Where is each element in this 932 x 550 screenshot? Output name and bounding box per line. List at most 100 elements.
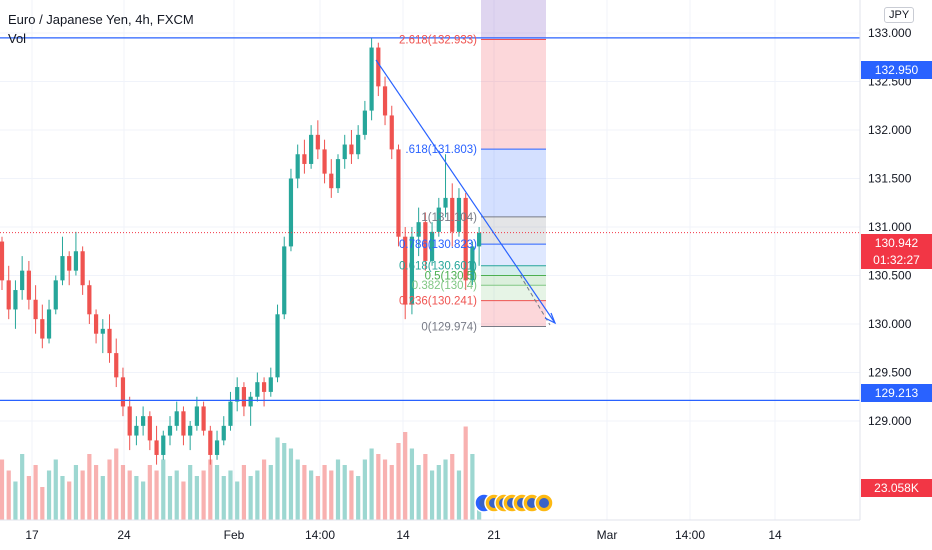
fib-level-label: 0.5(130.5) [425,271,478,283]
projection-line [519,274,551,326]
event-flag-icon [527,498,537,508]
volume-bar [0,459,5,520]
volume-bar [120,465,126,520]
volume-bar [295,459,300,520]
price-tick-label: 130.000 [868,317,912,331]
event-flag-icon [539,498,549,508]
volume-bar [134,476,139,520]
date-tick-label: 14:00 [675,528,705,542]
volume-bar [194,476,199,520]
volume-bar [73,465,79,520]
fib-zone [481,216,546,245]
volume-bar [463,426,468,520]
date-tick-label: Mar [597,528,618,542]
candle-body [456,197,462,232]
volume-bar [93,465,99,520]
volume-bar [46,470,52,520]
price-axis: 129.000 129.500 130.000 130.500 131.000 131.5… [868,26,912,428]
fib-level-label: 0.382(130.4) [412,280,477,292]
candle-body [40,319,45,339]
candle-body [429,231,435,261]
volume-bar [221,476,226,520]
price-tick-label: 129.000 [868,414,912,428]
date-tick-label: Feb [224,528,245,542]
fib-zones [481,0,546,328]
date-tick-label: 14 [768,528,782,542]
candle-body [147,416,152,441]
candle-body [436,207,441,232]
candle-body [369,47,374,111]
volume-bar [141,481,146,520]
trend-arrow [544,312,557,325]
upper-line-price-tag: 132.950 [861,61,932,79]
fib-labels: 2.618(132.933) .618(131.803) 1(131.104) 0.7… [399,34,477,333]
candle-body [322,149,327,174]
candle-body [470,246,475,281]
candle-body [356,134,361,155]
candle-body [396,149,401,237]
volume-bar [181,481,186,520]
volume-bar [389,465,394,520]
volume-bar [356,476,361,520]
candle-body [302,154,307,164]
volume-bar [376,454,381,520]
fib-level-label: 1(131.104) [421,212,477,224]
fib-level-label: 0(129.974) [421,322,477,334]
candle-body [403,236,408,305]
volume-indicator-label[interactable]: Vol [8,31,27,46]
volume-bar [40,487,45,520]
fib-zone [481,300,546,327]
volume-bar [456,470,462,520]
volume-bar [127,470,132,520]
volume-bar [470,454,475,520]
volume-bar [6,470,11,520]
volume-bar [477,503,482,520]
volume-bar [403,432,408,520]
volume-bar [302,465,307,520]
candle-body [349,144,354,155]
volume-bar [33,465,38,520]
price-tick-label: 132.000 [868,123,912,137]
volume-bar [201,470,206,520]
volume-bar [335,459,341,520]
volume-bar [416,465,421,520]
candle-body [423,222,428,261]
countdown-tag: 01:32:27 [861,251,932,269]
candle-body [188,425,193,436]
volume-bar [443,459,448,520]
candle-body [201,406,206,431]
volume-bar [268,465,273,520]
volume-bar [322,465,327,520]
volume-bar [107,459,112,520]
fib-zone [481,149,546,217]
candle-body [261,382,267,392]
horizontal-lines [0,37,860,401]
volume-bar [288,448,294,520]
volume-bar [60,476,65,520]
candle-body [214,440,220,455]
candle-body [0,241,5,281]
candle-body [477,232,482,247]
fib-zone [481,275,546,286]
volume-bar [429,470,435,520]
candle-body [335,159,341,189]
volume-bar [315,476,320,520]
volume-bar [409,448,415,520]
currency-button[interactable]: JPY [884,7,915,23]
volume-tag: 23.058K [861,479,932,497]
volume-bar [214,465,220,520]
candle-body [450,197,455,232]
current-price-tag: 130.942 [861,234,932,252]
fib-level-label: 0.618(130.601) [399,261,477,273]
volume-bar [423,454,428,520]
volume-bar [188,465,193,520]
candle-body [362,110,367,135]
volume-bar [53,459,58,520]
volume-bar [241,465,247,520]
trend-line[interactable] [375,59,556,324]
candle-body [161,435,166,455]
volume-bar [235,481,240,520]
volume-bar [275,437,280,520]
candle-body [241,387,247,407]
